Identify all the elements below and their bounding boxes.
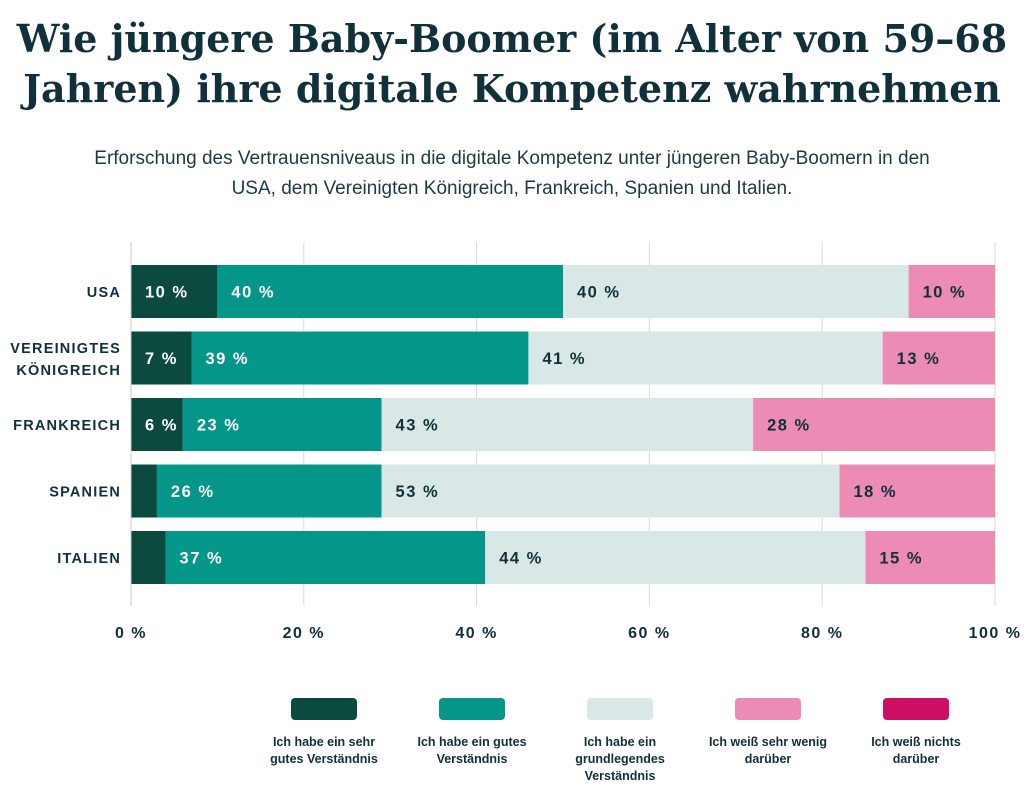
legend-label: Ich weiß nichts darüber bbox=[871, 734, 961, 768]
bar-segment bbox=[839, 464, 995, 518]
x-tick-label: 100 % bbox=[969, 625, 1022, 642]
bar-segment bbox=[528, 331, 883, 385]
data-label: 7 % bbox=[145, 350, 178, 368]
legend-label-line: Verständnis bbox=[436, 752, 508, 766]
bar-segment bbox=[131, 531, 166, 584]
data-label: 28 % bbox=[767, 417, 811, 435]
legend-swatch bbox=[587, 698, 653, 720]
y-category-label: SPANIEN bbox=[49, 485, 121, 501]
legend-item: Ich weiß sehr wenig darüber bbox=[694, 698, 842, 785]
data-label: 10 % bbox=[923, 284, 967, 302]
y-category-label: VEREINIGTES KÖNIGREICH bbox=[10, 341, 121, 379]
bar-segment bbox=[131, 398, 183, 451]
bar-segment bbox=[191, 331, 529, 385]
data-label: 18 % bbox=[853, 483, 897, 501]
legend-label: Ich habe ein gutes Verständnis bbox=[417, 734, 526, 768]
legend-swatch bbox=[439, 698, 505, 720]
chart-title: Wie jüngere Baby-Boomer (im Alter von 59… bbox=[16, 16, 1008, 111]
bar-segment bbox=[131, 265, 218, 318]
legend-label: Ich habe ein grundlegendes Verständnis bbox=[575, 734, 665, 785]
legend-label-line: Ich habe ein gutes bbox=[417, 735, 527, 749]
stacked-bar-chart: 0 % 20 % 40 % 60 % 80 % 100 % USA 10 % 40 % 40 % 1… bbox=[10, 242, 1022, 642]
bar-segment bbox=[908, 265, 995, 318]
bar-segment bbox=[131, 464, 157, 518]
bar-segment bbox=[563, 265, 909, 318]
data-label: 39 % bbox=[205, 350, 249, 368]
legend-label: Ich habe ein sehr gutes Verständnis bbox=[270, 734, 378, 768]
data-label: 6 % bbox=[145, 417, 178, 435]
y-category-label: FRANKREICH bbox=[13, 418, 121, 434]
y-category-label: USA bbox=[87, 285, 121, 301]
x-tick-label: 60 % bbox=[628, 625, 670, 642]
bar-segment bbox=[182, 398, 382, 451]
bar-segment bbox=[882, 331, 995, 385]
legend-item: Ich habe ein sehr gutes Verständnis bbox=[250, 698, 398, 785]
bar-segment bbox=[753, 398, 995, 451]
bar-segment bbox=[217, 265, 563, 318]
legend-item: Ich weiß nichts darüber bbox=[842, 698, 990, 785]
legend-label-line: Ich weiß nichts bbox=[871, 735, 961, 749]
bar-segment bbox=[131, 331, 192, 385]
legend-label-line: darüber bbox=[744, 752, 792, 766]
chart-subtitle: Erforschung des Vertrauensniveaus in die… bbox=[94, 148, 930, 199]
bar-segment bbox=[381, 464, 840, 518]
x-tick-label: 20 % bbox=[283, 625, 325, 642]
data-label: 10 % bbox=[145, 284, 189, 302]
bar-segment bbox=[865, 531, 995, 584]
bar-segment bbox=[156, 464, 382, 518]
data-label: 41 % bbox=[542, 350, 586, 368]
legend-label-line: grundlegendes bbox=[575, 752, 665, 766]
data-label: 53 % bbox=[396, 483, 440, 501]
legend-label-line: Verständnis bbox=[584, 769, 656, 783]
legend-swatch bbox=[291, 698, 357, 720]
data-label: 26 % bbox=[171, 483, 215, 501]
legend-label-line: darüber bbox=[892, 752, 940, 766]
legend-label-line: Ich habe ein bbox=[583, 735, 657, 749]
bar-segment bbox=[381, 398, 754, 451]
legend-swatch bbox=[735, 698, 801, 720]
legend-label-line: Ich habe ein sehr bbox=[272, 735, 376, 749]
legend-label-line: gutes Verständnis bbox=[270, 752, 378, 766]
data-label: 43 % bbox=[396, 417, 440, 435]
y-category-label: ITALIEN bbox=[57, 551, 121, 567]
legend-item: Ich habe ein gutes Verständnis bbox=[398, 698, 546, 785]
legend-item: Ich habe ein grundlegendes Verständnis bbox=[546, 698, 694, 785]
legend-label-line: Ich weiß sehr wenig bbox=[708, 735, 828, 749]
data-label: 15 % bbox=[879, 550, 923, 568]
data-label: 37 % bbox=[180, 550, 224, 568]
data-label: 13 % bbox=[897, 350, 941, 368]
data-label: 40 % bbox=[577, 284, 621, 302]
x-tick-label: 80 % bbox=[801, 625, 843, 642]
data-label: 44 % bbox=[499, 550, 543, 568]
bar-segment bbox=[165, 531, 486, 584]
x-tick-label: 0 % bbox=[115, 625, 147, 642]
chart-legend: Ich habe ein sehr gutes Verständnis Ich ha… bbox=[250, 698, 990, 785]
data-label: 23 % bbox=[197, 417, 241, 435]
legend-swatch bbox=[883, 698, 949, 720]
bar-segment bbox=[485, 531, 866, 584]
data-label: 40 % bbox=[231, 284, 275, 302]
x-tick-label: 40 % bbox=[455, 625, 497, 642]
legend-label: Ich weiß sehr wenig darüber bbox=[709, 734, 827, 768]
